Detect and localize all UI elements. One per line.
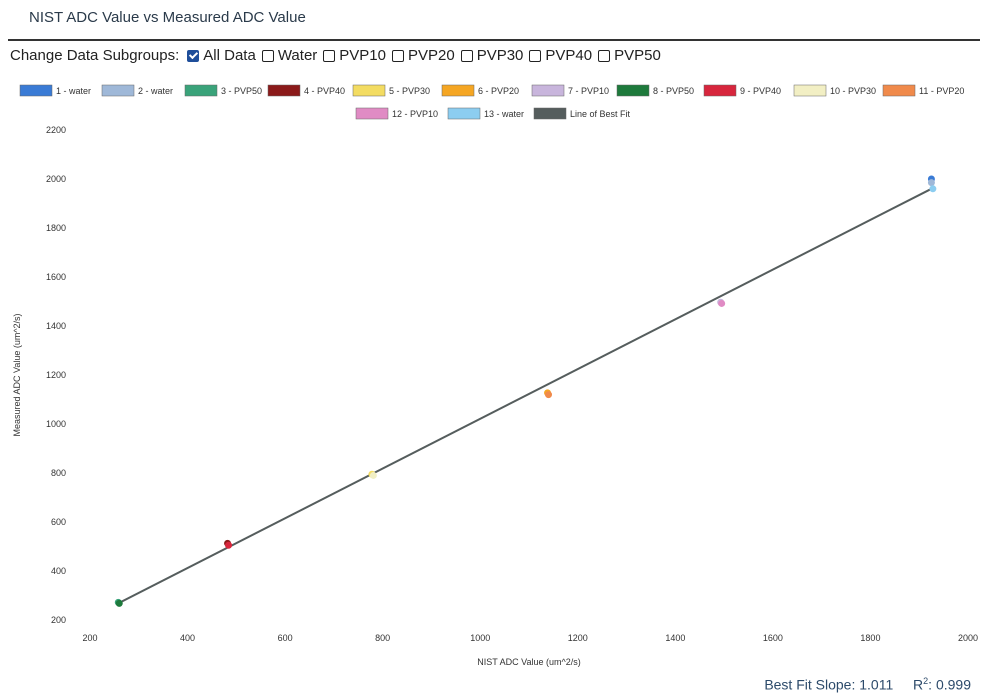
checkbox-label: All Data (203, 47, 256, 64)
legend-label: 2 - water (138, 86, 173, 96)
x-tick-label: 1400 (665, 633, 685, 643)
x-tick-label: 600 (278, 633, 293, 643)
subgroup-filter: Change Data Subgroups: All Data Water PVP1… (10, 47, 667, 64)
legend-label: 1 - water (56, 86, 91, 96)
checkbox-box[interactable] (261, 49, 274, 62)
legend-swatch (19, 84, 53, 97)
data-point (545, 391, 553, 399)
legend-label: 9 - PVP40 (740, 86, 781, 96)
x-tick-label: 1600 (763, 633, 783, 643)
legend-label: 11 - PVP20 (919, 86, 964, 96)
x-axis-title: NIST ADC Value (um^2/s) (477, 657, 580, 667)
legend-swatch (355, 107, 389, 120)
x-tick-label: 200 (82, 633, 97, 643)
y-tick-label: 1000 (46, 419, 66, 429)
r2-label: R (913, 676, 924, 693)
data-point (369, 471, 377, 479)
checkbox-box[interactable] (187, 49, 200, 62)
checkbox-label: PVP50 (614, 47, 661, 64)
legend-swatch (267, 84, 301, 97)
legend-label: 6 - PVP20 (478, 86, 519, 96)
subgroup-checkbox-water[interactable]: Water (261, 47, 318, 64)
fit-stats: Best Fit Slope: 1.011 R2: 0.999 (764, 676, 971, 693)
data-point (225, 541, 233, 549)
checkbox-box[interactable] (391, 49, 404, 62)
y-tick-label: 2000 (46, 174, 66, 184)
slope-label: Best Fit Slope: (764, 676, 856, 693)
y-tick-label: 600 (51, 517, 66, 527)
data-point (927, 179, 935, 187)
checkbox-box[interactable] (598, 49, 611, 62)
checkbox-label: PVP40 (545, 47, 593, 64)
plot-area (114, 175, 937, 607)
legend-label: 12 - PVP10 (392, 109, 438, 119)
legend-swatch (533, 107, 567, 120)
y-tick-label: 400 (51, 566, 66, 576)
y-tick-label: 1600 (46, 272, 66, 282)
x-tick-label: 400 (180, 633, 195, 643)
x-tick-label: 2000 (958, 633, 978, 643)
legend-swatch (441, 84, 475, 97)
y-tick-label: 1800 (46, 223, 66, 233)
checkbox-box[interactable] (323, 49, 336, 62)
subgroup-checkbox-pvp50[interactable]: PVP50 (598, 47, 661, 64)
legend-label: 4 - PVP40 (304, 86, 345, 96)
x-tick-label: 1200 (568, 633, 588, 643)
legend-swatch (184, 84, 218, 97)
legend-swatch (531, 84, 565, 97)
legend-label: 7 - PVP10 (568, 86, 609, 96)
chart-axes: 200 400 600 800 1000 1200 1400 1600 1800 2000 200 4… (12, 125, 978, 667)
legend-swatch (447, 107, 481, 120)
y-tick-label: 2200 (46, 125, 66, 135)
subgroup-checkbox-pvp10[interactable]: PVP10 (323, 47, 386, 64)
subgroup-checkbox-pvp40[interactable]: PVP40 (529, 47, 592, 64)
subgroup-checkbox-all-data[interactable]: All Data (187, 47, 256, 64)
y-tick-label: 800 (51, 468, 66, 478)
subgroup-label: Change Data Subgroups: (10, 47, 180, 64)
legend-label: 13 - water (484, 109, 524, 119)
y-axis-title: Measured ADC Value (um^2/s) (12, 313, 22, 436)
legend-swatch (793, 84, 827, 97)
divider (8, 39, 980, 41)
best-fit-line (116, 187, 932, 605)
subgroup-checkbox-pvp20[interactable]: PVP20 (391, 47, 455, 64)
legend-label: 3 - PVP50 (221, 86, 262, 96)
y-tick-label: 1200 (46, 370, 66, 380)
legend-swatch (616, 84, 650, 97)
r2-colon: : (928, 676, 933, 693)
y-tick-label: 1400 (46, 321, 66, 331)
checkbox-box[interactable] (460, 49, 473, 62)
y-tick-label: 200 (51, 615, 66, 625)
slope-value: 1.011 (859, 676, 894, 693)
x-tick-label: 800 (375, 633, 390, 643)
subgroup-options: All Data Water PVP10 PVP20 PVP30 PVP40 PVP50 (187, 47, 667, 64)
page-title: NIST ADC Value vs Measured ADC Value (29, 9, 306, 26)
x-tick-label: 1000 (470, 633, 490, 643)
legend-label: 10 - PVP30 (830, 86, 876, 96)
checkbox-label: Water (277, 47, 318, 64)
checkbox-label: PVP10 (339, 47, 386, 64)
data-point (115, 599, 123, 607)
data-point (929, 185, 937, 193)
r2-value: 0.999 (935, 676, 971, 693)
chart-legend: 1 - water 2 - water 3 - PVP50 4 - PVP40 5 - … (19, 84, 964, 120)
x-tick-label: 1800 (860, 633, 880, 643)
legend-label: 8 - PVP50 (653, 86, 694, 96)
checkbox-label: PVP20 (407, 47, 455, 64)
legend-swatch (101, 84, 135, 97)
subgroup-checkbox-pvp30[interactable]: PVP30 (460, 47, 524, 64)
data-point (718, 299, 726, 307)
legend-swatch (352, 84, 386, 97)
legend-swatch (882, 84, 916, 97)
legend-label: 5 - PVP30 (389, 86, 430, 96)
legend-label: Line of Best Fit (570, 109, 631, 119)
checkbox-box[interactable] (529, 49, 542, 62)
r2-superscript: 2 (923, 676, 929, 686)
legend-swatch (703, 84, 737, 97)
checkbox-label: PVP30 (476, 47, 524, 64)
